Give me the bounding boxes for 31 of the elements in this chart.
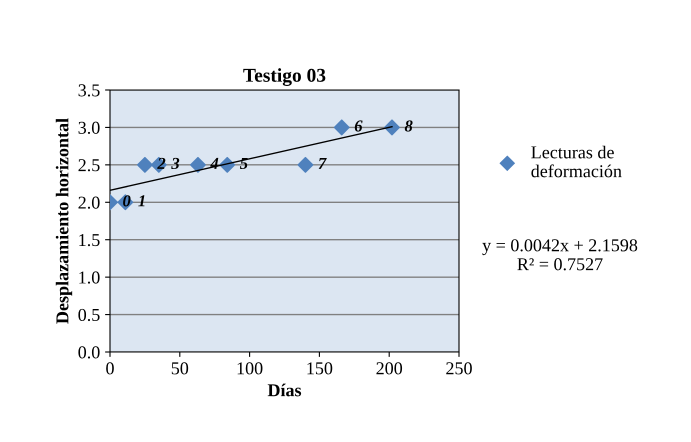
annotation: 2	[157, 158, 166, 169]
annotation: 1	[138, 195, 145, 206]
point	[384, 119, 400, 136]
x-axis-title: Días	[268, 384, 302, 396]
y-tick-label: 2.0	[78, 196, 100, 209]
point	[334, 119, 350, 136]
x-tick-label: 50	[172, 362, 188, 374]
x-tick-label: 200	[376, 362, 402, 374]
annotation: 0	[123, 195, 131, 206]
annotation: 7	[318, 158, 327, 169]
y-tick-label: 3.0	[78, 122, 100, 134]
text: y = 0.0042x + 2.1598 R² = 0.7527	[482, 239, 638, 270]
y-tick-label: 0.0	[78, 346, 100, 359]
y-axis-title: Desplazamiento horizontal	[56, 118, 72, 324]
point	[190, 156, 206, 173]
annotation: 8	[404, 120, 413, 132]
y-tick-label: 2.5	[78, 159, 100, 172]
y-tick-label: 1.5	[79, 234, 100, 246]
x-tick-label: 150	[307, 362, 332, 374]
annotation: 6	[354, 120, 363, 132]
x-tick-label: 250	[446, 362, 472, 374]
chart-title: Testigo 03	[243, 68, 326, 86]
point	[297, 156, 314, 173]
legend-label: Lecturas de deformación	[531, 146, 622, 178]
y-tick-label: 0.5	[78, 308, 100, 322]
y-tick-label: 3.5	[78, 84, 100, 97]
y-tick-label: 1.0	[79, 271, 100, 284]
point	[136, 156, 153, 173]
x-tick-label: 100	[238, 362, 262, 374]
x-tick-label: 0	[106, 362, 114, 374]
annotation: 3	[171, 158, 180, 170]
